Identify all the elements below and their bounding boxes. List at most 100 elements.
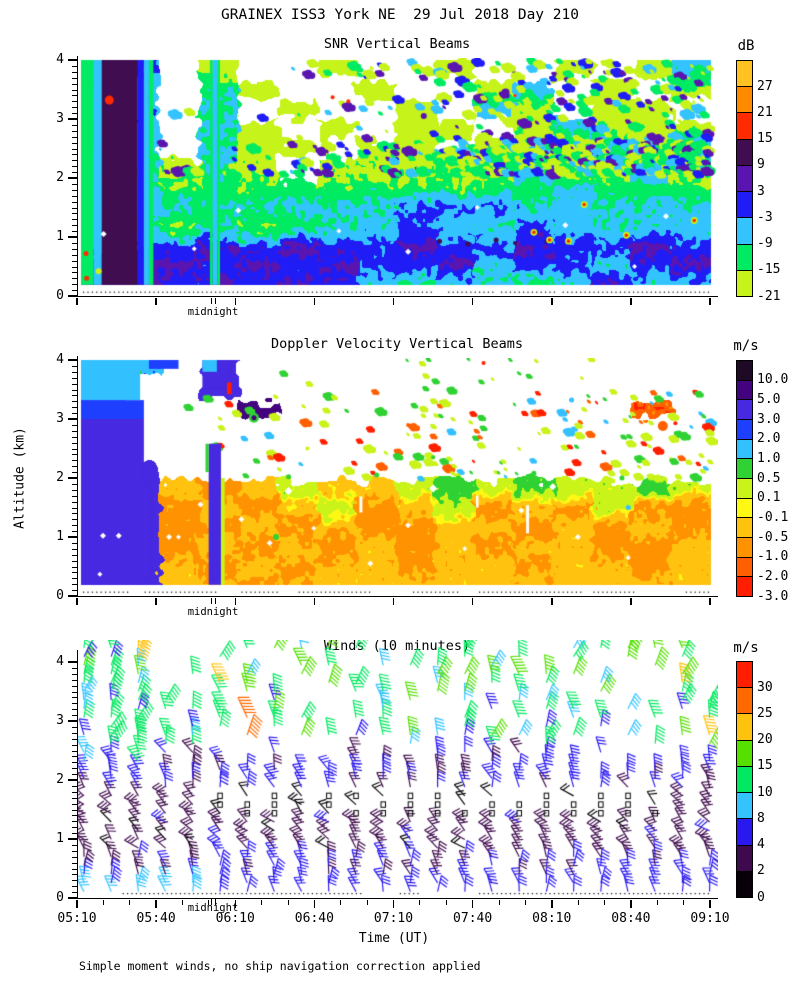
x-tick-label: 07:10 (373, 911, 414, 926)
y-major-tick (68, 359, 77, 361)
y-minor-tick (72, 148, 77, 150)
y-major-tick (68, 536, 77, 538)
y-axis-line-velocity (76, 356, 78, 597)
x-tick-label: 06:10 (215, 911, 255, 926)
colorbar-segment (736, 60, 753, 88)
y-minor-tick (72, 207, 77, 209)
x-major-tick (551, 899, 553, 908)
x-major-tick (551, 597, 553, 605)
y-minor-tick (72, 219, 77, 221)
colorbar-segment (736, 497, 753, 519)
y-minor-tick (72, 284, 77, 286)
y-minor-tick (72, 821, 77, 823)
x-major-tick (551, 297, 553, 305)
y-minor-tick (72, 691, 77, 693)
colorbar-unit-winds: m/s (733, 640, 759, 656)
x-tick-label: 06:40 (294, 911, 334, 926)
colorbar-tick-label: 25 (757, 705, 773, 721)
colorbar-tick-label: -21 (757, 288, 781, 304)
colorbar-tick-label: 15 (757, 131, 773, 147)
colorbar-tick-label: 4 (757, 837, 765, 853)
y-tick-label: 2 (56, 772, 64, 787)
x-major-tick (392, 899, 395, 908)
x-major-tick (234, 297, 236, 305)
colorbar-tick-label: 27 (757, 78, 773, 94)
y-major-tick (68, 477, 77, 479)
colorbar-tick-label: -15 (757, 262, 781, 278)
y-tick-label: 2 (56, 470, 64, 485)
x-axis-line-winds (76, 897, 718, 899)
y-tick-label: 4 (56, 352, 64, 367)
x-major-tick (709, 297, 711, 305)
main-title: GRAINEX ISS3 York NE 29 Jul 2018 Day 210 (221, 7, 579, 23)
y-minor-tick (72, 154, 77, 156)
y-minor-tick (72, 886, 77, 888)
y-major-tick (68, 661, 77, 663)
colorbar-segment (736, 556, 753, 578)
x-minor-tick (524, 899, 526, 905)
colorbar-tick-label: 21 (757, 104, 773, 120)
x-major-tick (76, 297, 78, 305)
y-minor-tick (72, 815, 77, 817)
y-minor-tick (72, 466, 77, 468)
y-minor-tick (72, 442, 77, 444)
x-minor-tick (445, 899, 447, 905)
y-minor-tick (72, 231, 77, 233)
colorbar-segment (736, 243, 753, 271)
y-minor-tick (72, 65, 77, 67)
y-minor-tick (72, 785, 77, 787)
y-minor-tick (72, 584, 77, 586)
y-minor-tick (72, 732, 77, 734)
y-minor-tick (72, 266, 77, 268)
colorbar-segment (736, 576, 753, 597)
y-minor-tick (72, 548, 77, 550)
y-minor-tick (72, 107, 77, 109)
colorbar-segment (736, 870, 753, 898)
y-minor-tick (72, 874, 77, 876)
y-minor-tick (72, 803, 77, 805)
colorbar-segment (736, 360, 753, 381)
x-minor-tick (261, 899, 263, 905)
y-tick-label: 3 (56, 713, 64, 728)
colorbar-segment (736, 191, 753, 219)
y-minor-tick (72, 685, 77, 687)
y-minor-tick (72, 791, 77, 793)
y-tick-label: 3 (56, 111, 64, 126)
colorbar-segment (736, 399, 753, 420)
y-minor-tick (72, 679, 77, 681)
velocity-heatmap-canvas (77, 358, 718, 598)
y-minor-tick (72, 101, 77, 103)
x-axis-line-snr (76, 295, 718, 297)
y-minor-tick (72, 77, 77, 79)
y-minor-tick (72, 166, 77, 168)
panel-title-snr: SNR Vertical Beams (323, 36, 471, 52)
y-minor-tick (72, 278, 77, 280)
x-major-tick (630, 597, 632, 605)
x-major-tick (313, 297, 316, 305)
y-minor-tick (72, 272, 77, 274)
midnight-tick (210, 898, 212, 905)
x-tick-label: 08:40 (611, 911, 651, 926)
y-axis-label: Altitude (km) (12, 427, 28, 529)
wind-barbs-canvas (77, 640, 718, 912)
y-axis-line-snr (76, 56, 78, 297)
y-major-tick (68, 897, 77, 899)
colorbar-unit-snr: dB (737, 38, 755, 54)
colorbar-segment (736, 818, 753, 846)
y-minor-tick (72, 697, 77, 699)
y-minor-tick (72, 95, 77, 97)
x-major-tick (313, 899, 316, 908)
x-minor-tick (287, 899, 289, 905)
midnight-tick (214, 597, 216, 604)
y-minor-tick (72, 371, 77, 373)
colorbar-tick-label: -0.5 (757, 529, 789, 545)
y-minor-tick (72, 738, 77, 740)
midnight-tick (210, 597, 212, 604)
colorbar-segment (736, 517, 753, 538)
y-minor-tick (72, 531, 77, 533)
colorbar-tick-label: 10 (757, 784, 773, 800)
x-minor-tick (208, 899, 210, 905)
colorbar-tick-label: 10.0 (757, 372, 789, 388)
colorbar-segment (736, 687, 753, 715)
